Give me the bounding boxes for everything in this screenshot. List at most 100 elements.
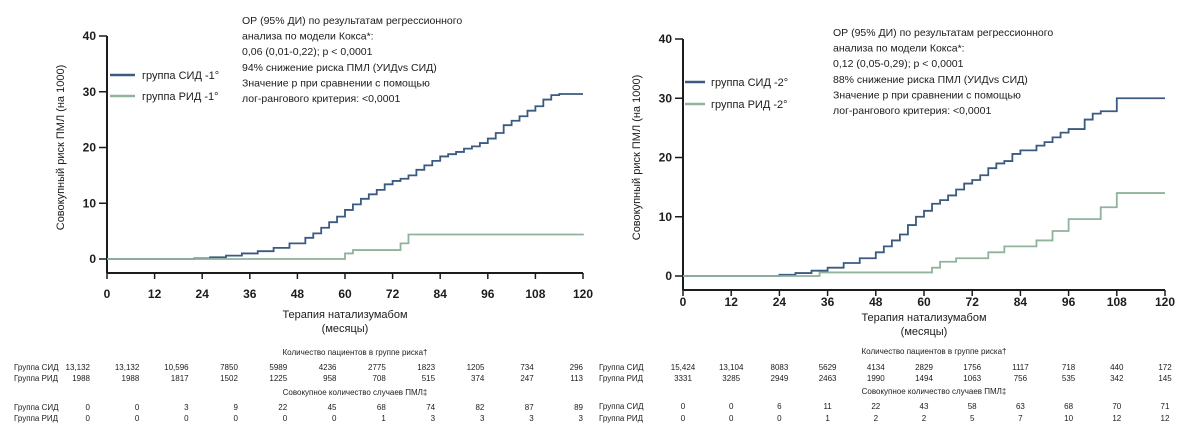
x-tick-label: 48: [291, 287, 305, 301]
table-cell: 89: [574, 403, 583, 412]
table-cell: 12: [1161, 414, 1170, 423]
table-cell: 82: [475, 403, 484, 412]
table-cell: 756: [1014, 374, 1028, 383]
x-tick-label: 60: [338, 287, 352, 301]
table-cell: 2775: [368, 363, 386, 372]
table-cell: 13,104: [719, 363, 744, 372]
table-cell: 3: [184, 403, 189, 412]
table-row-label: Группа СИД: [599, 402, 644, 411]
annotation-line: 0,06 (0,01-0,22); p < 0,0001: [242, 46, 373, 58]
table-cell: 3: [579, 414, 584, 423]
table-cell: 9: [233, 403, 238, 412]
annotation-line: лог-рангового критерия: <0,0001: [242, 93, 400, 105]
x-tick-label: 120: [1155, 295, 1175, 309]
table-cell: 172: [1158, 363, 1172, 372]
table-cell: 43: [920, 402, 929, 411]
table-cell: 70: [1112, 402, 1121, 411]
x-tick-label: 96: [481, 287, 495, 301]
table-row-label: Группа СИД: [14, 403, 59, 412]
y-tick-label: 10: [83, 196, 97, 210]
x-tick-label: 48: [869, 295, 883, 309]
table-cell: 4236: [319, 363, 337, 372]
annotation-line: анализа по модели Кокса*:: [242, 31, 374, 43]
table-cell: 0: [184, 414, 189, 423]
y-axis-label: Совокупный риск ПМЛ (на 1000): [631, 75, 643, 241]
table-cell: 10: [1064, 414, 1073, 423]
series-line-1: [107, 93, 583, 260]
table-cell: 1205: [467, 363, 485, 372]
x-tick-label: 24: [196, 287, 210, 301]
annotation-line: ОР (95% ДИ) по результатам регрессионног…: [833, 27, 1053, 39]
annotation-line: ОР (95% ДИ) по результатам регрессионног…: [242, 15, 462, 27]
x-axis-label-unit: (месяцы): [901, 326, 948, 338]
table-cell: 374: [471, 374, 485, 383]
table-cell: 3331: [674, 374, 692, 383]
table-cell: 0: [729, 414, 734, 423]
x-tick-label: 0: [680, 295, 687, 309]
annotation-line: 88% снижение риска ПМЛ (УИДvs СИД): [833, 74, 1028, 86]
table-row-label: Группа РИД: [599, 414, 644, 423]
series-line-2: [683, 192, 1165, 277]
table-cell: 3285: [722, 374, 740, 383]
table-cell: 708: [372, 374, 386, 383]
x-axis-label: Терапия натализумабом: [861, 312, 986, 324]
table-cell: 0: [729, 402, 734, 411]
y-tick-label: 0: [89, 252, 96, 266]
table-cell: 22: [871, 402, 880, 411]
table-cell: 1988: [122, 374, 140, 383]
table-cell: 10,596: [164, 363, 189, 372]
x-tick-label: 12: [725, 295, 739, 309]
legend-label: группа СИД -2°: [711, 77, 788, 89]
table-cell: 0: [233, 414, 238, 423]
annotation-line: лог-рангового критерия: <0,0001: [833, 105, 991, 117]
table-cell: 247: [520, 374, 534, 383]
table-header-patients: Количество пациентов в группе риска†: [862, 347, 1007, 356]
table-cell: 7850: [220, 363, 238, 372]
annotation-line: Значение p при сравнении с помощью: [833, 89, 1021, 101]
table-cell: 1117: [1012, 363, 1029, 372]
table-cell: 1502: [220, 374, 238, 383]
table-header-cases: Совокупное количество случаев ПМЛ‡: [283, 388, 428, 397]
table-cell: 1756: [963, 363, 981, 372]
table-cell: 113: [570, 374, 583, 383]
legend-label: группа РИД -2°: [711, 99, 788, 111]
annotation-line: 0,12 (0,05-0,29); p < 0,0001: [833, 58, 964, 70]
x-tick-label: 36: [243, 287, 257, 301]
y-tick-label: 20: [83, 141, 97, 155]
x-tick-label: 108: [525, 287, 545, 301]
annotation-line: анализа по модели Кокса*:: [833, 43, 965, 55]
table-cell: 734: [520, 363, 534, 372]
table-cell: 74: [426, 403, 435, 412]
x-tick-label: 12: [148, 287, 162, 301]
table-cell: 0: [681, 402, 686, 411]
y-tick-label: 30: [83, 85, 97, 99]
table-row-label: Группа СИД: [14, 363, 59, 372]
table-cell: 1988: [72, 374, 90, 383]
annotation-line: 94% снижение риска ПМЛ (УИДvs СИД): [242, 62, 437, 74]
y-tick-label: 40: [659, 32, 673, 46]
x-axis-label-unit: (месяцы): [322, 323, 369, 335]
table-cell: 718: [1062, 363, 1076, 372]
table-cell: 1990: [867, 374, 885, 383]
table-cell: 15,424: [671, 363, 696, 372]
y-tick-label: 40: [83, 29, 97, 43]
table-cell: 0: [135, 414, 140, 423]
table-cell: 7: [1018, 414, 1023, 423]
x-tick-label: 84: [1014, 295, 1028, 309]
x-tick-label: 120: [573, 287, 593, 301]
table-cell: 3: [431, 414, 436, 423]
y-tick-label: 0: [665, 269, 672, 283]
table-cell: 71: [1161, 402, 1170, 411]
table-cell: 4134: [867, 363, 885, 372]
table-cell: 0: [777, 414, 782, 423]
x-tick-label: 24: [773, 295, 787, 309]
table-cell: 515: [422, 374, 436, 383]
legend-label: группа РИД -1°: [142, 91, 219, 103]
table-cell: 6: [777, 402, 782, 411]
table-cell: 296: [570, 363, 584, 372]
table-cell: 11: [823, 402, 832, 411]
table-cell: 440: [1110, 363, 1124, 372]
table-cell: 5629: [819, 363, 837, 372]
